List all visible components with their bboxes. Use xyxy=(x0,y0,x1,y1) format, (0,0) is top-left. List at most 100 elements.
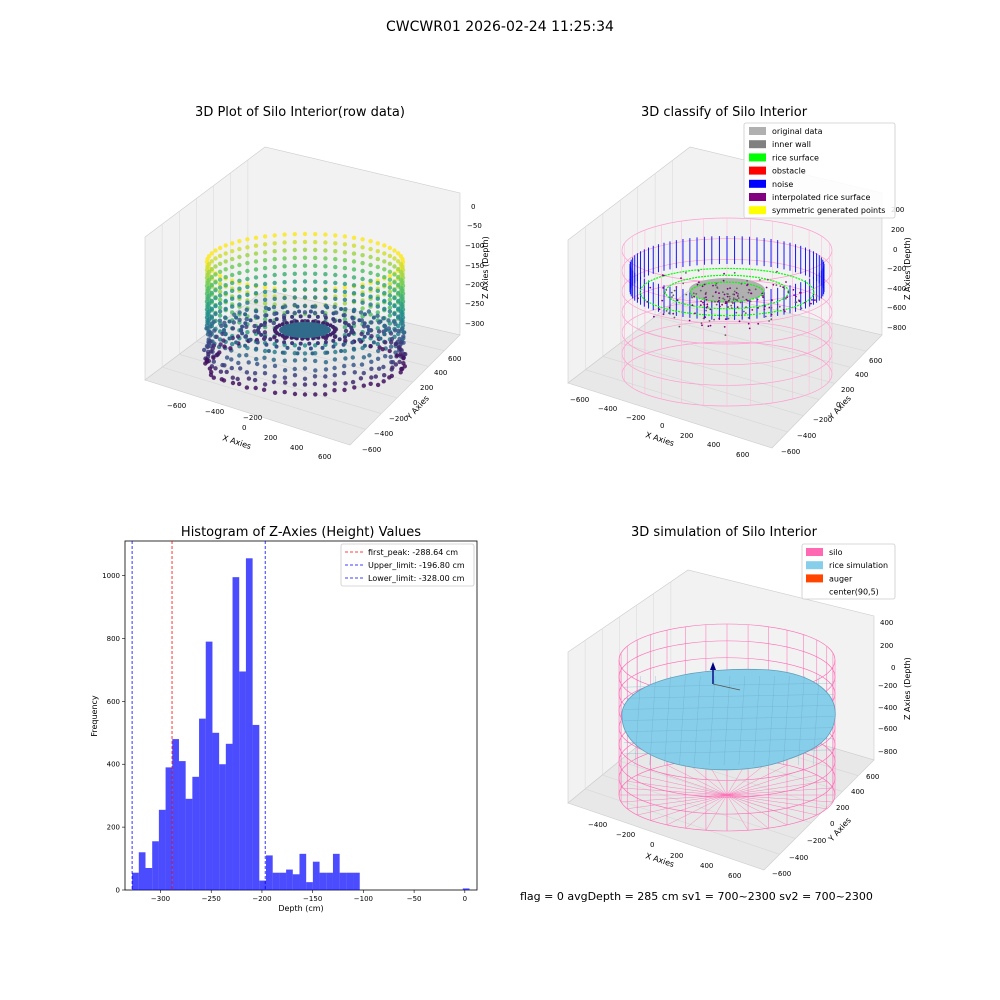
point xyxy=(362,321,367,326)
scatter-point xyxy=(663,292,666,295)
simulation-y-tick: −600 xyxy=(772,870,791,878)
histogram-bar xyxy=(232,577,240,890)
scatter-point xyxy=(768,306,771,309)
point xyxy=(268,318,273,323)
point xyxy=(400,280,405,285)
scatter-point xyxy=(742,296,744,298)
point xyxy=(342,234,348,239)
point xyxy=(237,381,242,387)
point xyxy=(310,304,315,309)
scatter-point xyxy=(704,293,707,295)
scatter-point xyxy=(794,301,797,304)
point xyxy=(342,281,348,287)
scatter-point xyxy=(770,313,773,316)
point xyxy=(382,323,387,328)
histogram-y-ticks: 0 200 400 600 800 1000 xyxy=(102,572,125,895)
point xyxy=(387,273,393,279)
classify-z-tick: −200 xyxy=(887,265,906,273)
scatter-point xyxy=(779,285,782,287)
point xyxy=(382,243,387,248)
legend-label: Upper_limit: -196.80 cm xyxy=(368,561,465,570)
point xyxy=(262,285,268,290)
point xyxy=(383,340,388,345)
point xyxy=(346,332,351,337)
point xyxy=(264,313,269,318)
scatter-point xyxy=(705,291,707,294)
point xyxy=(360,237,365,242)
point xyxy=(245,268,250,274)
scatter-point xyxy=(725,302,728,305)
scatter-point xyxy=(649,286,652,289)
point xyxy=(244,353,249,358)
histogram-bar xyxy=(299,853,307,890)
raw-z-tick: −200 xyxy=(465,281,484,289)
legend-swatch xyxy=(749,140,766,149)
point xyxy=(398,347,403,352)
point xyxy=(292,247,297,253)
scatter-point xyxy=(736,306,739,308)
point xyxy=(323,340,328,345)
point xyxy=(323,392,328,397)
scatter-point xyxy=(741,314,743,317)
raw-y-tick: 400 xyxy=(434,369,447,377)
silo-spoke xyxy=(666,794,728,826)
point xyxy=(302,247,308,252)
point xyxy=(245,330,250,335)
point xyxy=(375,313,380,318)
point xyxy=(224,355,230,360)
point xyxy=(243,343,248,348)
legend-label: obstacle xyxy=(772,167,806,176)
point xyxy=(368,262,373,268)
point xyxy=(382,283,387,288)
point xyxy=(375,288,380,293)
point xyxy=(350,315,355,320)
classify-x-tick: 600 xyxy=(736,451,749,459)
scatter-point xyxy=(729,287,731,289)
point xyxy=(223,290,228,296)
point xyxy=(342,325,348,330)
legend-label: auger xyxy=(829,574,853,583)
point xyxy=(351,251,357,256)
point xyxy=(400,304,405,309)
scatter-point xyxy=(675,286,678,288)
point xyxy=(220,362,225,368)
point xyxy=(245,276,250,282)
point xyxy=(392,248,397,253)
point xyxy=(280,322,285,327)
point xyxy=(211,343,216,348)
scatter-point xyxy=(662,313,665,316)
point xyxy=(375,280,380,286)
y-tick-label: 400 xyxy=(107,761,120,769)
raw-x-tick: −600 xyxy=(167,402,186,410)
point xyxy=(343,356,348,361)
gridline xyxy=(585,369,788,433)
figure-suptitle: CWCWR01 2026-02-24 11:25:34 xyxy=(386,19,614,35)
scatter-point xyxy=(800,307,803,310)
point xyxy=(272,256,277,262)
point xyxy=(207,366,213,371)
point xyxy=(350,355,355,360)
scatter-point xyxy=(700,300,702,303)
point xyxy=(387,375,392,380)
point xyxy=(313,232,318,237)
point xyxy=(332,357,338,362)
scatter-point xyxy=(702,317,705,320)
point xyxy=(292,263,297,268)
scatter-point xyxy=(718,297,721,299)
gridline xyxy=(162,366,366,430)
scatter-point xyxy=(732,293,735,296)
classify-x-tick: 200 xyxy=(680,432,693,440)
point xyxy=(213,288,218,293)
scatter-point xyxy=(738,320,741,323)
histogram-bar xyxy=(326,872,333,890)
point xyxy=(246,360,251,365)
legend-swatch xyxy=(749,206,766,215)
silo-spoke xyxy=(685,794,728,829)
point xyxy=(240,331,245,336)
scatter-point xyxy=(785,281,787,283)
scatter-point xyxy=(682,282,685,285)
point xyxy=(302,231,308,237)
point xyxy=(323,240,328,245)
raw-z-tick-labels: 0 −50 −100 −150 −200 −250 −300 xyxy=(465,203,484,328)
point xyxy=(213,248,218,253)
